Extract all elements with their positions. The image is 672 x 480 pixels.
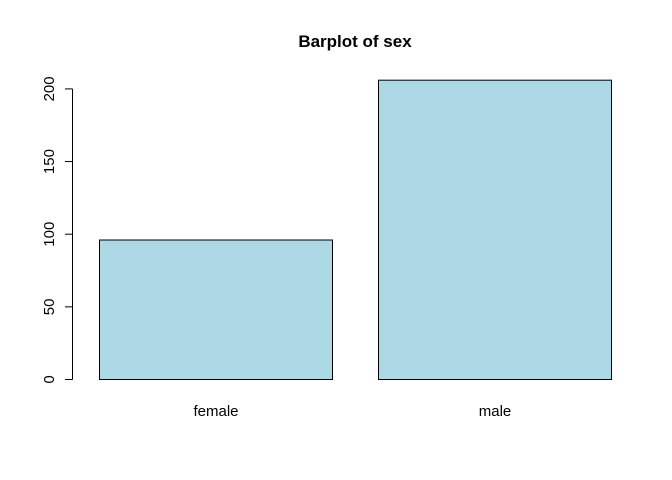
x-label-female: female — [193, 403, 238, 420]
y-tick-label-200: 200 — [41, 76, 58, 101]
y-tick-label-150: 150 — [41, 149, 58, 174]
y-tick-label-50: 50 — [41, 299, 58, 316]
bars-layer — [99, 79, 612, 380]
x-axis-labels: female male — [193, 403, 511, 420]
y-axis: 0 50 100 150 200 — [41, 76, 73, 384]
chart-title: Barplot of sex — [298, 32, 412, 51]
bar-male — [378, 79, 612, 380]
x-label-male: male — [479, 403, 512, 420]
bar-female — [99, 239, 333, 380]
y-tick-label-0: 0 — [41, 375, 58, 383]
y-tick-label-100: 100 — [41, 222, 58, 247]
